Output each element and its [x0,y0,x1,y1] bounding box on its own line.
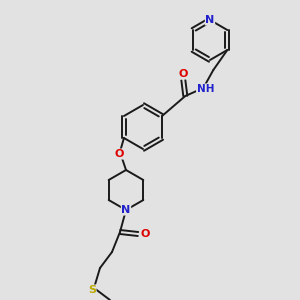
Text: O: O [178,69,188,79]
Text: O: O [140,229,150,239]
Text: S: S [88,285,96,295]
Text: N: N [122,205,130,215]
Text: N: N [206,15,214,25]
Text: O: O [114,149,124,159]
Text: NH: NH [196,84,214,94]
